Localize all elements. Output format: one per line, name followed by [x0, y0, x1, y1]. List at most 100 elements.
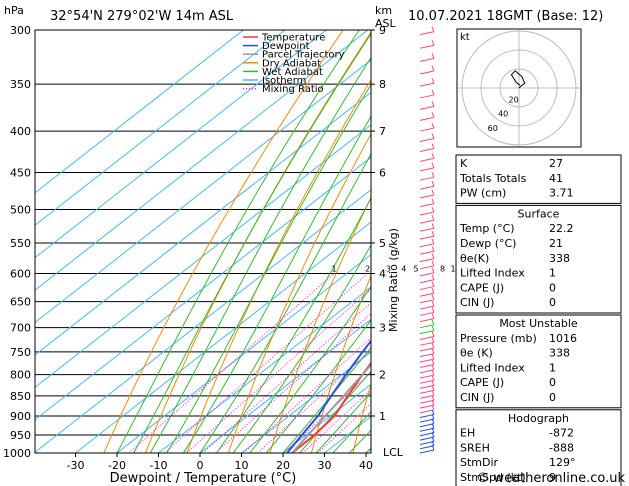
wet-adiabat-line: [266, 319, 371, 453]
mixing-ratio-label: 5: [413, 265, 418, 274]
panel-row-label: Temp (°C): [459, 222, 515, 235]
wind-barb-flag: [431, 342, 435, 349]
isotherm-line: [35, 30, 244, 194]
y-tick-label: 900: [10, 410, 31, 423]
wind-barb: [419, 374, 435, 379]
panel-row-label: StmDir: [460, 456, 499, 469]
km-tick-label: 5: [379, 237, 386, 250]
y-tick-label: 350: [10, 78, 31, 91]
asl-unit-label: ASL: [375, 17, 397, 30]
wind-barb-flag: [431, 313, 435, 319]
wet-adiabat-line: [232, 244, 371, 453]
y-tick-label: 550: [10, 237, 31, 250]
copyright-text: © weatheronline.co.uk: [476, 471, 625, 486]
wet-adiabat-line: [282, 346, 371, 453]
wind-barb: [419, 286, 435, 291]
km-tick-label: 2: [379, 369, 386, 382]
legend-label: Mixing Ratio: [262, 84, 324, 95]
wind-barb: [419, 250, 435, 255]
legend-label: Parcel Trajectory: [262, 50, 345, 61]
km-unit-label: km: [375, 4, 392, 17]
wind-barb-flag: [431, 112, 435, 118]
mixing-ratio-label: 1: [332, 265, 337, 274]
km-tick-label: 3: [379, 322, 386, 335]
y-tick-label: 1000: [3, 447, 31, 460]
panel-row-value: 3.71: [549, 187, 574, 200]
wind-barb: [419, 358, 435, 363]
panel-row-value: 129°: [549, 456, 576, 469]
wind-barb: [419, 423, 435, 428]
most-unstable-table-title: Most Unstable: [499, 317, 578, 330]
mixing-ratio-line: [186, 288, 371, 453]
panel-row-value: 22.2: [549, 222, 574, 235]
y-tick-label: 950: [10, 429, 31, 442]
series-line: [291, 361, 371, 453]
isotherm-line: [35, 189, 371, 453]
panel-row-value: 338: [549, 347, 570, 360]
hodograph-table-frame: [455, 409, 622, 486]
wet-adiabat-line: [116, 30, 360, 453]
wind-barb-flag: [431, 223, 435, 229]
lcl-label: LCL: [383, 446, 404, 459]
legend-item: Parcel Trajectory: [243, 50, 345, 61]
mixing-ratio-line: [257, 349, 371, 453]
wind-barb: [419, 311, 435, 316]
x-tick-label: 30: [318, 459, 332, 472]
panel-row-label: Lifted Index: [460, 361, 525, 374]
wind-barb-flag: [431, 331, 435, 337]
dry-adiabat-line: [186, 78, 371, 453]
wind-barb-flag: [431, 246, 435, 252]
wind-barb: [419, 227, 435, 232]
x-tick-label: 20: [276, 459, 290, 472]
panel-row-label: K: [460, 157, 468, 170]
wind-barb: [419, 440, 435, 445]
panel-row-label: Pressure (mb): [460, 332, 537, 345]
temperature-axis: -30 -20 -10 0 10 20 30 40: [67, 453, 373, 472]
wet-adiabat-line: [149, 56, 371, 453]
wind-barb: [419, 116, 435, 121]
series-line: [286, 339, 371, 453]
panel-row-label: CAPE (J): [460, 281, 504, 294]
surface-table-frame: [455, 204, 622, 314]
x-tick-label: 10: [235, 459, 249, 472]
wind-barb: [419, 318, 435, 323]
legend-label: Dry Adiabat: [262, 58, 321, 69]
wind-barb-flag: [431, 319, 435, 325]
isotherm-line: [158, 286, 371, 453]
mixing-ratio-line: [243, 337, 371, 453]
mixing-ratio-line: [215, 312, 371, 453]
legend-item: Wet Adiabat: [243, 67, 323, 78]
wind-barb: [419, 57, 435, 62]
wind-barb-flag: [431, 281, 435, 287]
mixing-ratio-label: 3: [386, 265, 391, 274]
mixing-ratio-line: [164, 273, 369, 453]
wind-barb: [419, 279, 435, 284]
y-tick-label: 800: [10, 369, 31, 382]
panel-row-value: 41: [549, 172, 563, 185]
wind-barb: [419, 203, 435, 208]
wind-barb: [419, 258, 435, 263]
panel-row-label: StmSpd (kt): [460, 471, 526, 484]
wind-barb: [419, 436, 435, 441]
wet-adiabat-line: [166, 83, 371, 453]
wind-barb-flag: [431, 40, 435, 46]
wind-barb-flag: [431, 375, 435, 381]
panel-row-value: 27: [549, 157, 563, 170]
wind-barb-flag: [431, 348, 435, 354]
y-tick-label: 850: [10, 390, 31, 403]
station-location: 32°54'N 279°02'W 14m ASL: [50, 9, 234, 24]
wind-barb: [419, 394, 435, 399]
y-tick-label: 450: [10, 166, 31, 179]
dry-adiabat-line: [144, 31, 371, 453]
km-tick-label: 7: [379, 125, 386, 138]
wet-adiabat-line: [133, 32, 371, 453]
y-tick-label: 500: [10, 203, 31, 216]
wind-barb: [419, 369, 435, 374]
x-tick-label: 40: [359, 459, 373, 472]
mixing-ratio-label: 2: [365, 265, 370, 274]
wind-barb: [419, 389, 435, 394]
wind-barb: [419, 105, 435, 110]
wind-barb: [419, 82, 435, 87]
